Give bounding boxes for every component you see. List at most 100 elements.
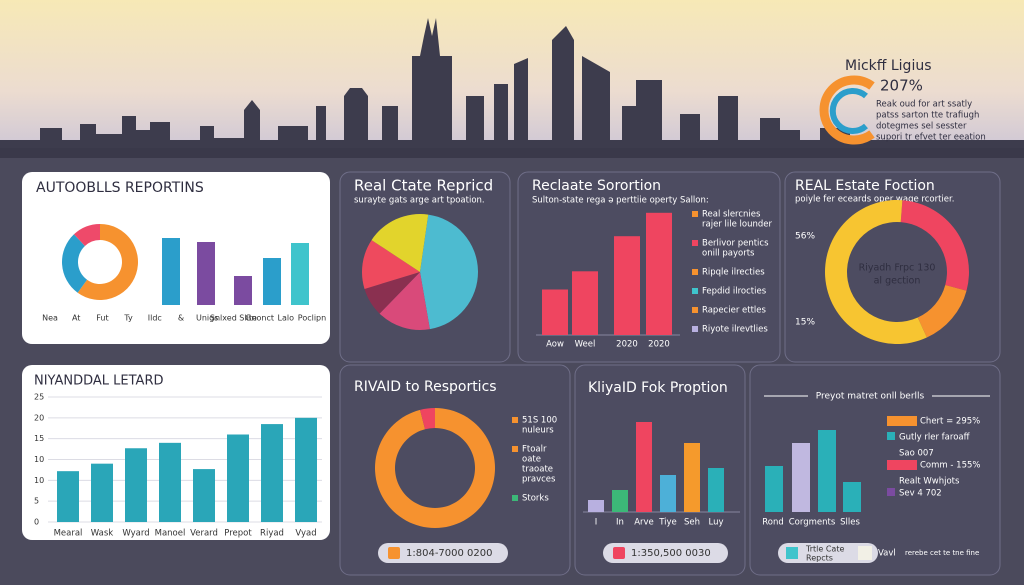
pill (603, 543, 728, 563)
x-tick-label: & (178, 314, 184, 323)
bar (91, 463, 113, 522)
x-tick-label: Prepot (224, 529, 252, 539)
legend-label: rajer lile lounder (702, 220, 772, 230)
panel-title: Reclaate Sorortion (532, 178, 661, 194)
legend-label: Comm - 155% (920, 461, 980, 471)
legend-label: oate (522, 455, 541, 465)
legend-swatch (887, 416, 917, 426)
x-tick-label: At (72, 314, 80, 323)
legend-swatch (512, 417, 518, 423)
y-tick-label: 10 (34, 476, 44, 485)
y-tick-label: 0 (34, 518, 39, 527)
panel-title: Real Ctate Repricd (354, 177, 493, 195)
panel-title: Preyot matret onll berlls (816, 392, 925, 402)
x-tick-label: Weel (575, 340, 596, 350)
bar (792, 443, 810, 512)
center-label: al gection (874, 276, 921, 287)
legend-swatch (887, 432, 895, 440)
segment (917, 285, 967, 338)
x-tick-label: Seh (684, 518, 700, 528)
x-tick-label: 2020 (648, 340, 670, 350)
legend-label: Riyote ilrevtlies (702, 325, 768, 335)
annotation: 56% (795, 232, 815, 242)
legend-swatch (692, 307, 698, 313)
pill-text: Repcts (806, 554, 833, 563)
x-tick-label: Ty (123, 314, 133, 323)
legend-label: Berlivor pentics (702, 239, 769, 249)
bar (263, 258, 281, 305)
header-line: dotegmes sel sesster (876, 122, 967, 132)
x-tick-label: Poclipn (298, 314, 326, 323)
segment (371, 214, 429, 272)
annotation: 15% (795, 318, 815, 328)
bar (227, 434, 249, 522)
gauge-arc (829, 88, 868, 134)
bar (614, 236, 640, 335)
bar (193, 469, 215, 522)
x-tick-label: Manoel (155, 529, 186, 539)
legend-label: pravces (522, 475, 556, 485)
header-line: patss sarton tte trafiugh (876, 111, 979, 121)
y-tick-label: 20 (34, 413, 44, 422)
bar (572, 271, 598, 335)
bar (261, 424, 283, 522)
legend-swatch (887, 460, 917, 470)
panel-subtitle: Sulton-state rega ə perttiie operty Sall… (532, 196, 709, 206)
panel-title: KliyaID Fok Proption (588, 380, 728, 396)
legend-label: Real slercnies (702, 210, 761, 220)
pill (778, 543, 878, 563)
x-tick-label: Luy (708, 518, 723, 528)
header-line: Reak oud for art ssatly (876, 100, 972, 110)
legend-swatch (692, 269, 698, 275)
bar (660, 475, 676, 512)
header-line: supori tr efvet ter eeation (876, 133, 986, 143)
legend-label: traoate (522, 465, 553, 475)
x-tick-label: Wask (91, 529, 113, 539)
segment (73, 224, 100, 246)
bar (646, 212, 672, 335)
x-tick-label: Slles (840, 518, 860, 528)
panel-title: RIVAID to Resportics (354, 379, 497, 395)
pill (378, 543, 508, 563)
x-tick-label: Riyad (260, 529, 284, 539)
legend-label: 51S 100 (522, 416, 557, 426)
legend-label: Gutly rler faroaff (899, 433, 971, 443)
footer-note: rerebe cet te tne fine (905, 549, 979, 557)
segment (379, 272, 430, 330)
x-tick-label: Corgments (789, 518, 836, 528)
segment (62, 234, 88, 293)
panel-title: NIYANDDAL LETARD (34, 374, 164, 389)
y-tick-label: 25 (34, 393, 44, 402)
segment (375, 408, 496, 528)
panel-title: REAL Estate Foction (795, 178, 935, 194)
pill-swatch (388, 547, 400, 559)
x-tick-label: Wyard (122, 529, 149, 539)
legend-label: onill payorts (702, 249, 755, 259)
x-tick-label: Gnonct (245, 314, 274, 323)
panel (749, 364, 1001, 576)
bar (684, 443, 700, 512)
header-title: Mickff Ligius (845, 58, 932, 74)
legend-label: Realt Wwhjots (899, 477, 960, 487)
bar (612, 490, 628, 512)
segment (420, 408, 435, 430)
bar (818, 430, 836, 512)
gauge-arc (819, 75, 875, 145)
bar (542, 289, 568, 335)
x-tick-label: Fut (96, 314, 108, 323)
bar (159, 442, 181, 522)
center-label: Riyadh Frpc 130 (859, 263, 936, 274)
legend-swatch (692, 326, 698, 332)
pill-swatch (786, 547, 798, 559)
x-tick-label: Unigs (196, 314, 218, 323)
legend-swatch (692, 211, 698, 217)
y-tick-label: 5 (34, 497, 39, 506)
x-tick-label: Snlxed Slite (210, 314, 257, 323)
tag (858, 546, 872, 560)
segment (362, 240, 420, 289)
y-tick-label: 15 (34, 434, 44, 443)
bar (708, 468, 724, 512)
header-value: 207% (880, 77, 923, 95)
legend-swatch (692, 288, 698, 294)
